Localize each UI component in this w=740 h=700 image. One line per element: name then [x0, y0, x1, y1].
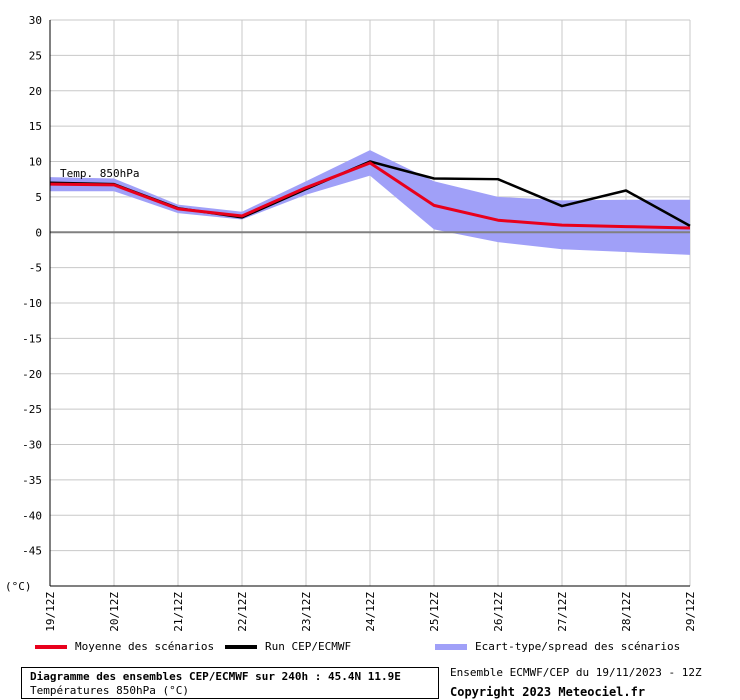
y-tick-label: 30	[29, 14, 42, 27]
legend-label-spread: Ecart-type/spread des scénarios	[475, 640, 681, 653]
run-info: Ensemble ECMWF/CEP du 19/11/2023 - 12Z	[450, 666, 702, 679]
footer-subtitle: Températures 850hPa (°C)	[30, 684, 189, 697]
x-tick-label: 28/12Z	[620, 592, 633, 632]
run-swatch	[225, 644, 257, 649]
y-tick-label: 25	[29, 49, 42, 62]
y-tick-label: -40	[22, 509, 42, 522]
spread-band	[50, 150, 690, 255]
x-tick-label: 29/12Z	[684, 592, 697, 632]
x-tick-label: 19/12Z	[44, 592, 57, 632]
spread-swatch	[435, 643, 467, 650]
footer-info-box: Diagramme des ensembles CEP/ECMWF sur 24…	[21, 667, 439, 699]
x-tick-label: 27/12Z	[556, 592, 569, 632]
legend-label-run: Run CEP/ECMWF	[265, 640, 352, 653]
axis-labels: 30 25 20 15 10 5 0 -5 -10 -15 -20 -25 -30 -35 -40 -45 19…	[22, 14, 697, 632]
y-tick-label: -45	[22, 545, 42, 558]
x-tick-label: 24/12Z	[364, 592, 377, 632]
x-tick-label: 26/12Z	[492, 592, 505, 632]
x-tick-label: 23/12Z	[300, 592, 313, 632]
y-tick-label: -30	[22, 439, 42, 452]
y-tick-label: -5	[29, 262, 42, 275]
y-tick-label: 0	[35, 226, 42, 239]
y-tick-label: 10	[29, 156, 42, 169]
ensemble-chart: 30 25 20 15 10 5 0 -5 -10 -15 -20 -25 -30 -35 -40 -45 19…	[5, 14, 697, 632]
grid-lines	[49, 19, 691, 586]
mean-swatch	[35, 644, 67, 649]
chart-annotation: Temp. 850hPa	[60, 167, 139, 180]
y-unit-label: (°C)	[5, 580, 32, 593]
y-tick-label: 15	[29, 120, 42, 133]
footer-title: Diagramme des ensembles CEP/ECMWF sur 24…	[30, 670, 401, 683]
x-tick-label: 25/12Z	[428, 592, 441, 632]
legend-item-mean: Moyenne des scénarios	[35, 640, 214, 653]
y-tick-label: -35	[22, 474, 42, 487]
legend-item-spread: Ecart-type/spread des scénarios	[435, 640, 680, 653]
y-tick-label: -25	[22, 403, 42, 416]
legend-label-mean: Moyenne des scénarios	[75, 640, 215, 653]
legend-item-run: Run CEP/ECMWF	[225, 640, 351, 653]
y-tick-label: -20	[22, 368, 42, 381]
mean-series-line	[49, 161, 691, 230]
y-tick-label: 20	[29, 85, 42, 98]
x-tick-label: 21/12Z	[172, 592, 185, 632]
x-tick-label: 20/12Z	[108, 592, 121, 632]
series-lines	[49, 160, 691, 230]
y-tick-label: -15	[22, 332, 42, 345]
spread-band-layer	[50, 150, 690, 255]
copyright-text: Copyright 2023 Meteociel.fr	[450, 685, 646, 699]
x-tick-label: 22/12Z	[236, 592, 249, 632]
y-tick-label: -10	[22, 297, 42, 310]
y-tick-label: 5	[35, 191, 42, 204]
